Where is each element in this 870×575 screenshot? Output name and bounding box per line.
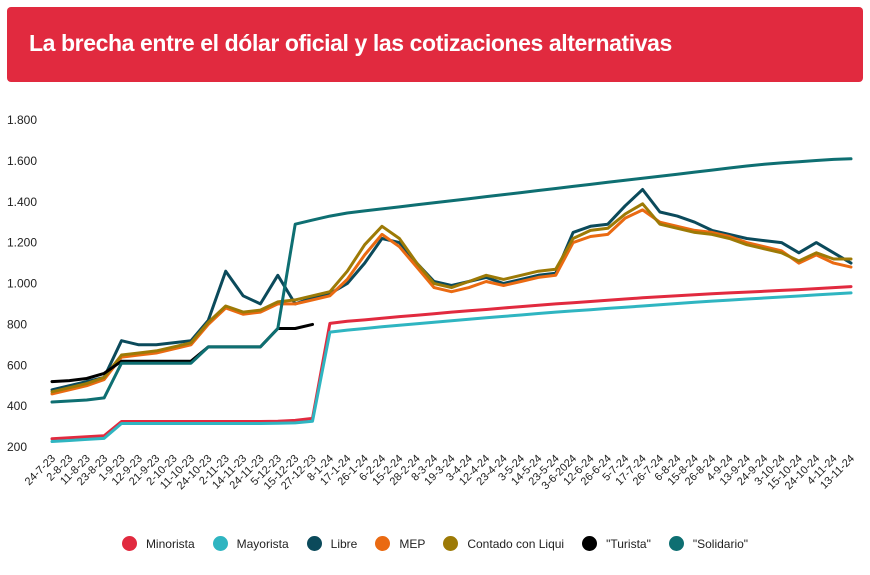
series-line-1 xyxy=(50,291,853,443)
series-line-4 xyxy=(50,202,853,394)
y-tick-label: 1.200 xyxy=(7,236,37,250)
legend-dot-icon xyxy=(306,536,322,551)
legend-label: MEP xyxy=(399,536,426,551)
legend-label: Minorista xyxy=(145,536,195,551)
series-line-0 xyxy=(50,285,853,441)
legend-dot-icon xyxy=(443,536,459,551)
legend-item-0[interactable]: Minorista xyxy=(121,536,195,551)
legend-item-6[interactable]: "Solidario" xyxy=(668,536,749,551)
legend-dot-icon xyxy=(375,536,391,551)
legend-item-3[interactable]: MEP xyxy=(375,536,425,551)
legend-label: Mayorista xyxy=(236,536,289,551)
legend-dot-icon xyxy=(582,536,598,551)
legend-item-1[interactable]: Mayorista xyxy=(212,536,289,551)
series-line-3 xyxy=(50,208,853,396)
title-banner: La brecha entre el dólar oficial y las c… xyxy=(7,7,863,82)
y-tick-label: 800 xyxy=(7,317,27,331)
legend-item-4[interactable]: Contado con Liqui xyxy=(443,536,564,551)
series-line-6 xyxy=(50,157,853,404)
y-tick-label: 1.400 xyxy=(7,195,37,209)
series-line-2 xyxy=(50,188,853,392)
legend-label: Contado con Liqui xyxy=(467,536,565,551)
legend-dot-icon xyxy=(668,536,684,551)
y-tick-label: 1.600 xyxy=(7,154,37,168)
y-tick-label: 200 xyxy=(7,440,27,454)
legend-label: "Turista" xyxy=(606,536,651,551)
y-tick-label: 400 xyxy=(7,399,27,413)
legend-dot-icon xyxy=(121,536,137,551)
x-axis: 24-7-232-8-2311-8-2323-8-231-9-2312-9-23… xyxy=(23,453,857,493)
y-tick-label: 600 xyxy=(7,358,27,372)
y-tick-label: 1.800 xyxy=(7,113,37,127)
legend-item-5[interactable]: "Turista" xyxy=(582,536,651,551)
y-tick-label: 1.000 xyxy=(7,277,37,291)
y-axis: 1.800 1.600 1.400 1.200 1.000 800 600 400 200 xyxy=(7,113,37,454)
series-lines xyxy=(50,157,853,443)
legend-label: "Solidario" xyxy=(692,536,749,551)
chart-title: La brecha entre el dólar oficial y las c… xyxy=(29,30,672,56)
legend-label: Libre xyxy=(330,536,358,551)
legend: Minorista Mayorista Libre MEP Contado con Li… xyxy=(0,536,870,551)
legend-dot-icon xyxy=(212,536,228,551)
legend-item-2[interactable]: Libre xyxy=(306,536,358,551)
